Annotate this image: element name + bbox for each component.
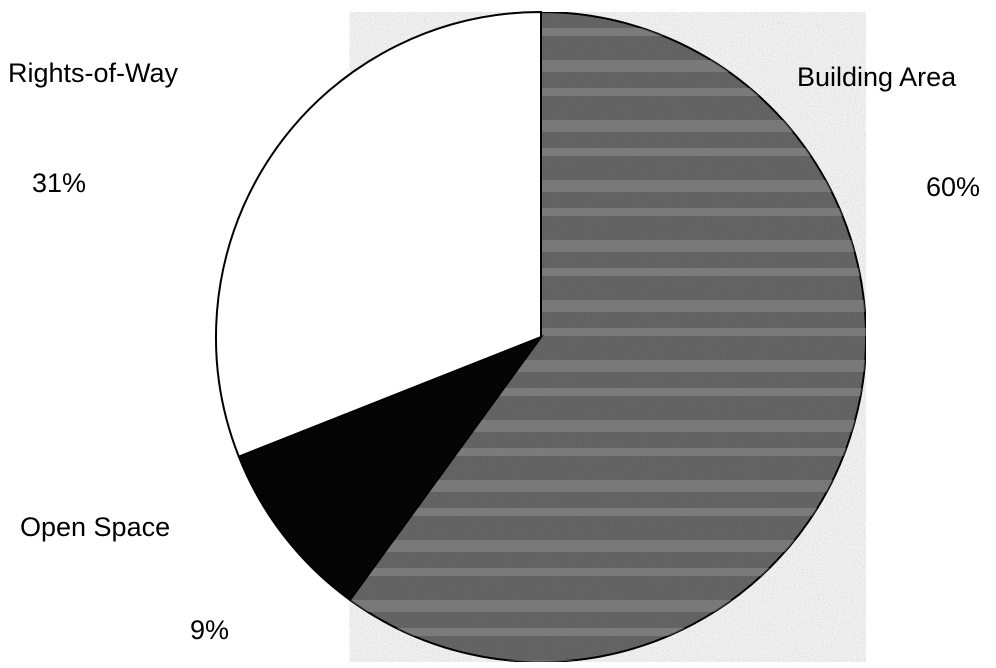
slice-label-open-space: Open Space [20, 512, 171, 542]
slice-value-rights-of-way: 31% [32, 168, 87, 198]
slice-value-open-space: 9% [190, 615, 230, 645]
slice-label-rights-of-way: Rights-of-Way [8, 58, 179, 88]
slice-value-building-area: 60% [926, 172, 981, 202]
pie-slice-texture-building-area [349, 12, 866, 662]
slice-label-building-area: Building Area [797, 62, 957, 92]
pie-slice-open-space [237, 334, 544, 602]
pie-slice-rights-of-way [215, 10, 542, 458]
